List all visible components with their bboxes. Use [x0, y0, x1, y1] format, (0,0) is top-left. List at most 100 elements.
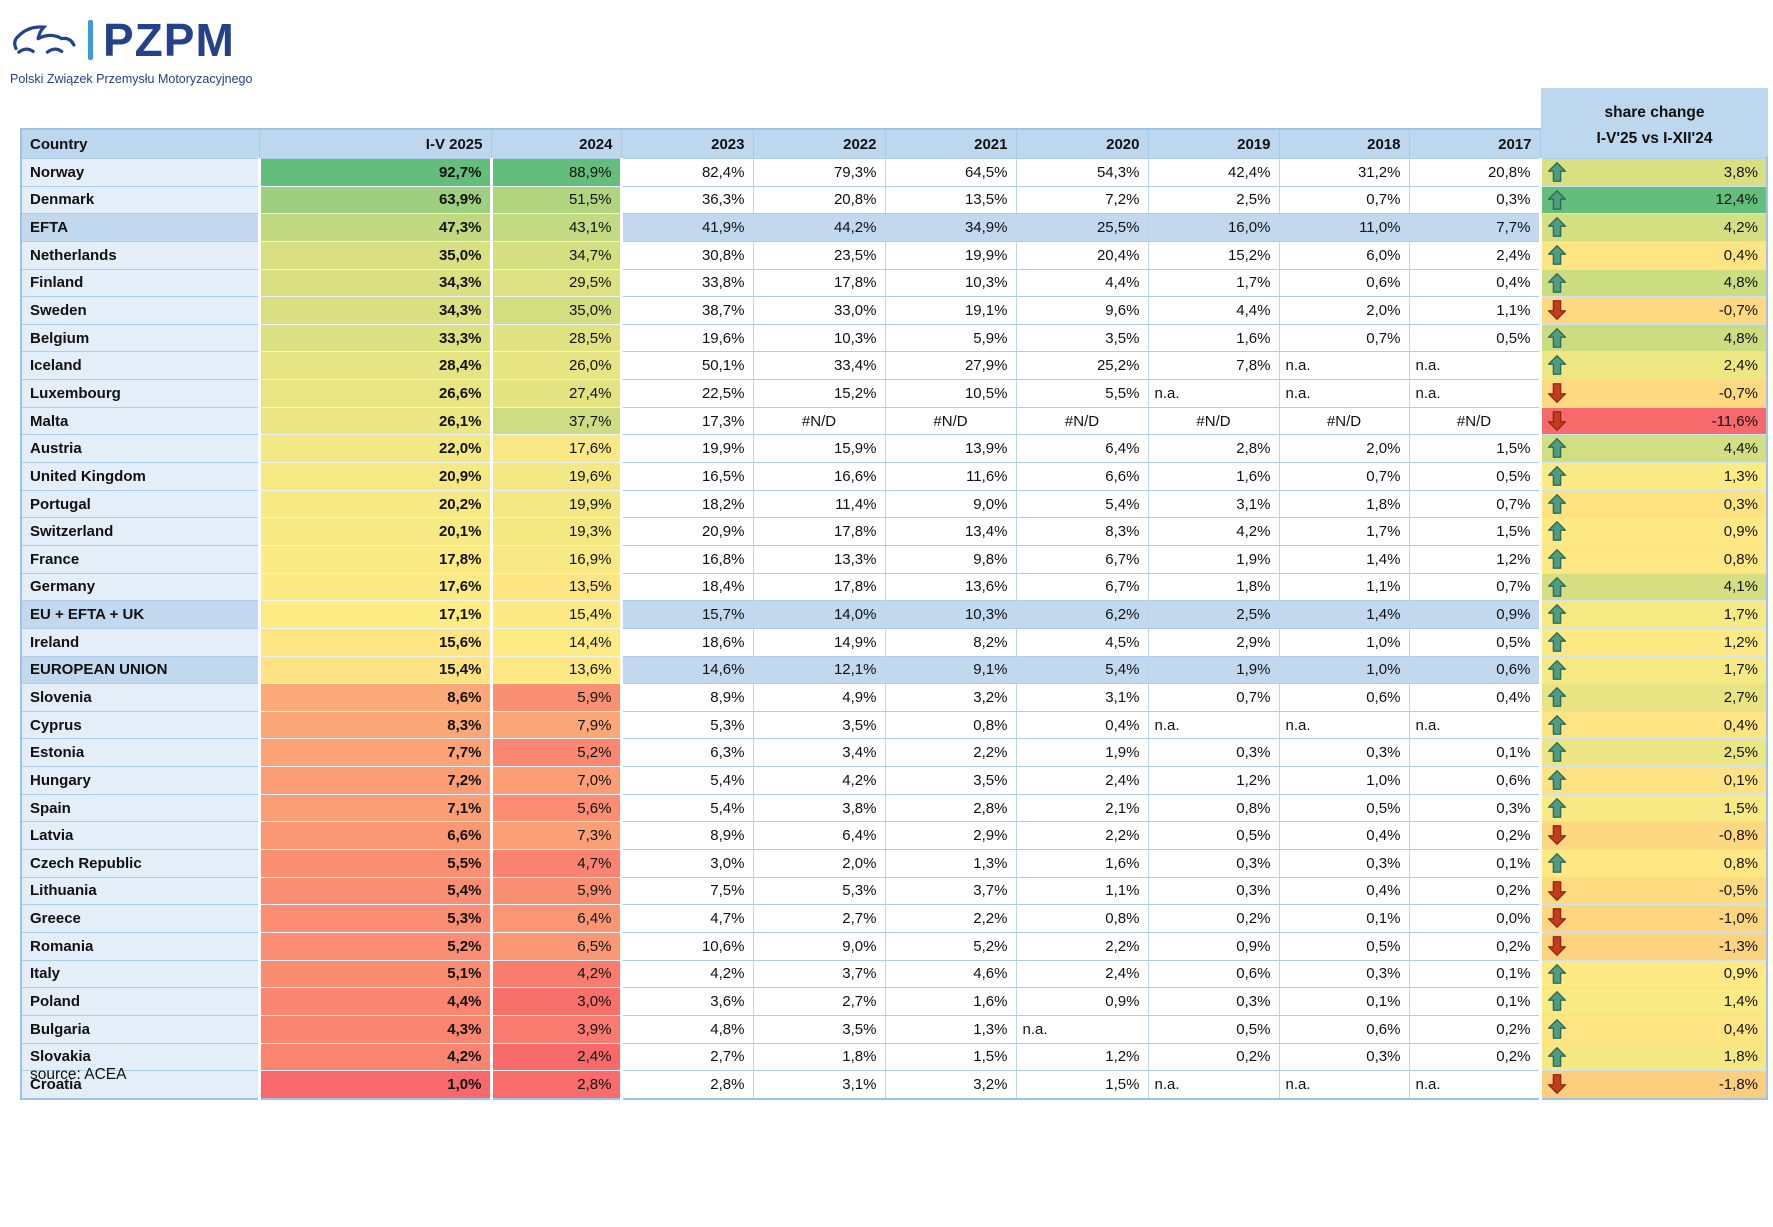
value-cell: 0,6% — [1409, 656, 1541, 685]
value-cell: 0,1% — [1409, 849, 1541, 878]
up-arrow-icon — [1547, 853, 1566, 873]
share-change-value: 1,3% — [1723, 467, 1758, 485]
value-cell: 0,7% — [1409, 573, 1541, 602]
value-cell: 6,7% — [1016, 545, 1149, 574]
value-cell: 1,1% — [1409, 296, 1541, 325]
country-cell: Germany — [21, 573, 260, 602]
down-arrow-icon — [1547, 300, 1566, 321]
value-cell: 1,3% — [885, 1015, 1017, 1044]
value-cell: 9,0% — [753, 932, 886, 961]
up-arrow-icon — [1547, 355, 1566, 376]
value-cell: 17,8% — [753, 517, 886, 546]
share-change-value: 0,9% — [1723, 965, 1758, 983]
share-change-cell: 3,8% — [1538, 158, 1767, 187]
value-cell: 5,4% — [257, 877, 493, 906]
share-change-cell: 0,9% — [1538, 960, 1767, 989]
value-cell: 9,8% — [885, 545, 1017, 574]
value-cell: 1,8% — [1279, 490, 1410, 519]
value-cell: 3,7% — [885, 877, 1017, 906]
bev-share-table-wrap: share change I-V'25 vs I-XII'24 Country … — [20, 88, 1768, 1100]
value-cell: 6,4% — [1016, 434, 1149, 464]
value-cell: 63,9% — [257, 186, 493, 215]
share-change-value: 2,7% — [1723, 688, 1758, 706]
country-cell: Norway — [21, 158, 260, 187]
value-cell: #N/D — [1016, 407, 1149, 436]
value-cell: 2,8% — [885, 794, 1017, 823]
share-change-value: -1,3% — [1718, 937, 1758, 955]
share-change-value: 4,2% — [1723, 219, 1758, 237]
value-cell: 5,2% — [257, 932, 493, 961]
value-cell: 3,1% — [753, 1070, 886, 1100]
value-cell: 8,9% — [621, 683, 754, 712]
value-cell: 5,9% — [489, 683, 623, 712]
value-cell: n.a. — [1148, 1070, 1280, 1100]
column-header-2017: 2017 — [1409, 129, 1541, 159]
up-arrow-icon — [1547, 549, 1566, 569]
value-cell: 18,6% — [621, 628, 754, 657]
value-cell: 27,4% — [489, 379, 623, 408]
country-cell: Hungary — [21, 766, 260, 795]
share-change-cell: -1,3% — [1538, 932, 1767, 961]
value-cell: 4,5% — [1016, 628, 1149, 657]
share-change-cell: 0,4% — [1538, 711, 1767, 740]
value-cell: 1,2% — [1148, 766, 1280, 795]
table-row: EU + EFTA + UK 17,1% 15,4% 15,7% 14,0% 10,3% 6… — [21, 600, 1767, 629]
table-row: Luxembourg 26,6% 27,4% 22,5% 15,2% 10,5% 5,5% n… — [21, 379, 1767, 408]
value-cell: 13,6% — [489, 656, 623, 685]
value-cell: 2,5% — [1148, 600, 1280, 629]
value-cell: 43,1% — [489, 213, 623, 242]
column-header-2021: 2021 — [885, 129, 1017, 159]
value-cell: 1,6% — [1016, 849, 1149, 878]
share-change-value: 2,4% — [1723, 357, 1758, 375]
value-cell: 14,6% — [621, 656, 754, 685]
value-cell: 1,0% — [1279, 656, 1410, 685]
share-change-cell: 2,7% — [1538, 683, 1767, 712]
value-cell: 0,3% — [1279, 960, 1410, 989]
value-cell: 16,0% — [1148, 213, 1280, 242]
value-cell: 0,7% — [1279, 462, 1410, 491]
share-change-value: -0,7% — [1718, 384, 1758, 402]
value-cell: 22,0% — [257, 434, 493, 464]
value-cell: 4,2% — [489, 960, 623, 989]
value-cell: 34,3% — [257, 269, 493, 298]
value-cell: 5,4% — [621, 766, 754, 795]
value-cell: 0,1% — [1279, 904, 1410, 933]
up-arrow-icon — [1547, 1018, 1566, 1039]
value-cell: 2,2% — [885, 904, 1017, 933]
value-cell: 0,3% — [1409, 186, 1541, 215]
country-cell: Romania — [21, 932, 260, 961]
value-cell: 0,8% — [1016, 904, 1149, 933]
table-row: Slovakia 4,2% 2,4% 2,7% 1,8% 1,5% 1,2% 0,2% 0,3%… — [21, 1043, 1767, 1072]
value-cell: 38,7% — [621, 296, 754, 325]
value-cell: 2,9% — [885, 821, 1017, 851]
value-cell: 3,8% — [753, 794, 886, 823]
value-cell: 0,9% — [1409, 600, 1541, 629]
value-cell: 0,8% — [1148, 794, 1280, 823]
value-cell: 0,4% — [1279, 821, 1410, 851]
value-cell: 7,3% — [489, 821, 623, 851]
value-cell: 1,5% — [1409, 434, 1541, 464]
value-cell: 25,2% — [1016, 351, 1149, 381]
value-cell: 3,2% — [885, 683, 1017, 712]
value-cell: 20,9% — [621, 517, 754, 546]
share-change-cell: -11,6% — [1538, 407, 1767, 436]
value-cell: 7,2% — [257, 766, 493, 795]
value-cell: 0,3% — [1279, 1043, 1410, 1072]
value-cell: 6,7% — [1016, 573, 1149, 602]
value-cell: 36,3% — [621, 186, 754, 215]
value-cell: 47,3% — [257, 213, 493, 242]
share-change-value: 1,8% — [1723, 1048, 1758, 1066]
value-cell: 25,5% — [1016, 213, 1149, 242]
country-cell: Estonia — [21, 738, 260, 768]
share-change-cell: 0,1% — [1538, 766, 1767, 795]
share-change-value: 0,8% — [1723, 854, 1758, 872]
table-row: Germany 17,6% 13,5% 18,4% 17,8% 13,6% 6,7% 1,8%… — [21, 573, 1767, 602]
share-change-header-line2: I-V'25 vs I-XII'24 — [1596, 130, 1713, 147]
value-cell: 26,1% — [257, 407, 493, 436]
value-cell: 20,9% — [257, 462, 493, 491]
value-cell: 1,4% — [1279, 545, 1410, 574]
country-cell: Malta — [21, 407, 260, 436]
value-cell: 5,9% — [489, 877, 623, 906]
value-cell: 0,9% — [1148, 932, 1280, 961]
